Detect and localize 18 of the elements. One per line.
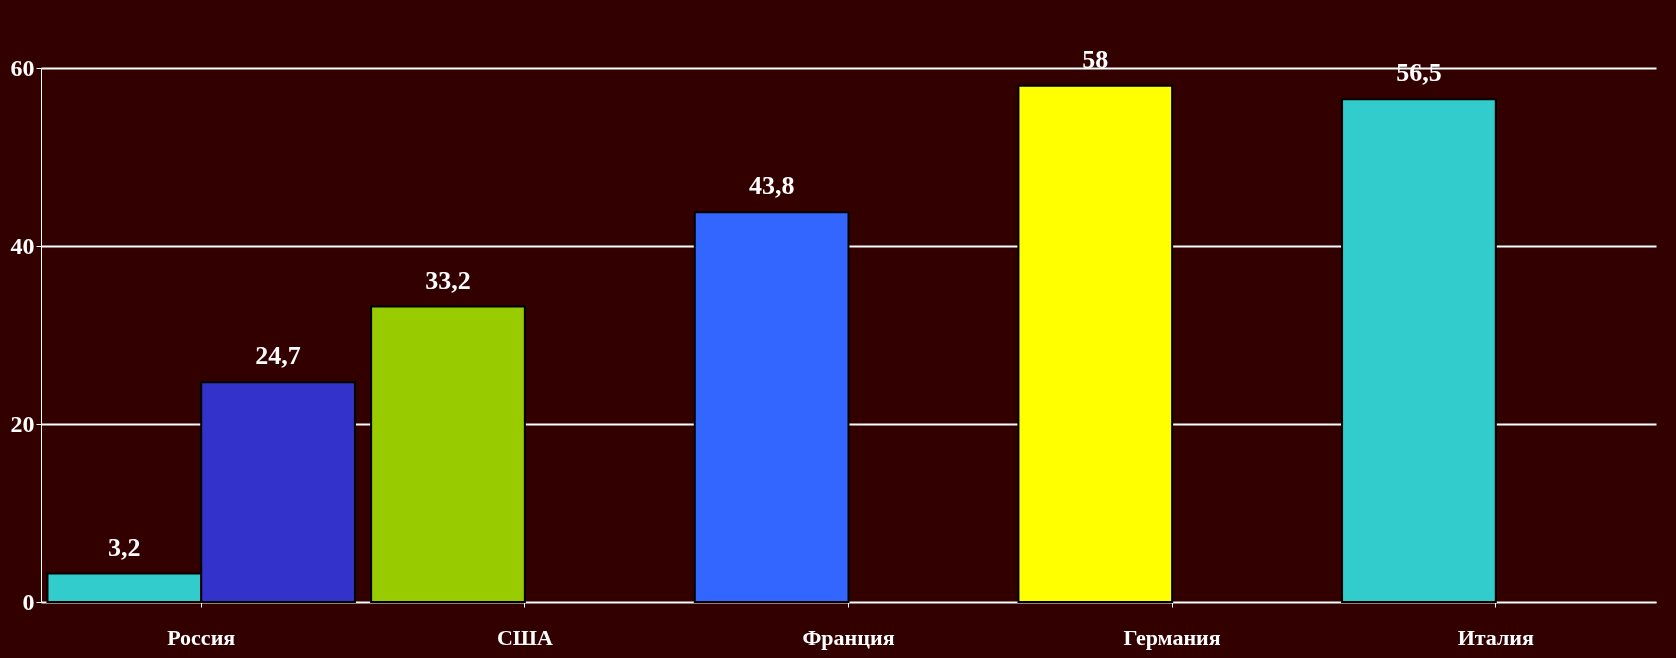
x-tick-label: Франция <box>802 624 895 650</box>
y-tick-label: 40 <box>10 232 35 259</box>
y-tick-label: 20 <box>10 410 35 437</box>
bar <box>370 305 526 603</box>
data-label: 43,8 <box>748 171 795 201</box>
x-tick-label: Италия <box>1457 624 1535 650</box>
bar <box>1017 84 1174 603</box>
x-tick-label: США <box>496 624 553 650</box>
x-tick-label: Россия <box>167 624 236 650</box>
bar <box>1341 98 1497 603</box>
data-label: 3,2 <box>108 532 141 562</box>
data-label: 24,7 <box>255 341 301 371</box>
y-tick-label: 0 <box>22 588 35 615</box>
bar <box>693 211 850 603</box>
x-tick-label: Германия <box>1123 624 1221 650</box>
y-tick-label: 60 <box>10 54 35 81</box>
data-label: 33,2 <box>425 265 471 295</box>
data-label: 58 <box>1082 44 1109 74</box>
